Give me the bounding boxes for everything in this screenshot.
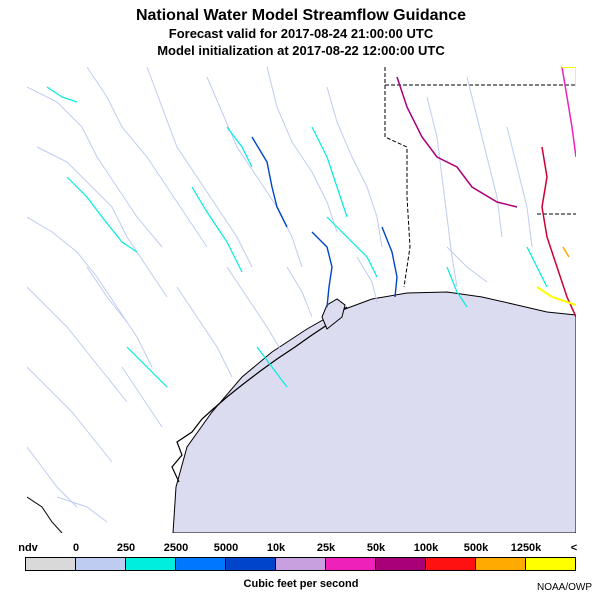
rio-grande-border xyxy=(27,496,63,533)
legend-label-1250k: 1250k xyxy=(510,542,542,554)
legend-label-500k: 500k xyxy=(463,542,489,554)
legend-label-ndv: ndv xyxy=(18,542,38,554)
legend-units: Cubic feet per second xyxy=(243,578,359,590)
legend-label-25k: 25k xyxy=(316,542,336,554)
legend-swatch xyxy=(376,558,426,570)
legend-swatch xyxy=(276,558,326,570)
legend-label-5000: 5000 xyxy=(213,542,239,554)
legend-swatch xyxy=(126,558,176,570)
rivers-yellow xyxy=(536,67,576,306)
legend-label-10k: 10k xyxy=(266,542,286,554)
legend-swatch xyxy=(26,558,76,570)
legend-swatch xyxy=(226,558,276,570)
legend-swatch xyxy=(176,558,226,570)
streamflow-map xyxy=(27,67,576,533)
state-border-tx-la xyxy=(384,67,411,288)
legend-swatch xyxy=(76,558,126,570)
gulf-of-mexico xyxy=(172,291,576,533)
legend-labels: ndv 0 250 2500 5000 10k 25k 50k 100k 500… xyxy=(0,542,602,558)
rivers-orange xyxy=(562,246,570,258)
forecast-valid-time: Forecast valid for 2017-08-24 21:00:00 U… xyxy=(168,26,434,41)
rivers-blue xyxy=(251,136,398,308)
legend-swatch xyxy=(526,558,575,570)
legend-swatch xyxy=(326,558,376,570)
legend-swatch xyxy=(426,558,476,570)
rivers-magenta xyxy=(396,67,576,318)
credit-text: NOAA/OWP xyxy=(536,582,592,593)
rivers-low-flow xyxy=(27,67,533,523)
legend-color-bar xyxy=(25,557,576,571)
map-title: National Water Model Streamflow Guidance xyxy=(135,7,467,24)
legend-label-2500: 2500 xyxy=(163,542,189,554)
legend-label-100k: 100k xyxy=(413,542,439,554)
title-block: National Water Model Streamflow Guidance… xyxy=(0,6,602,59)
map-svg xyxy=(27,67,576,533)
model-init-time: Model initialization at 2017-08-22 12:00… xyxy=(157,43,445,58)
legend-label-250: 250 xyxy=(116,542,136,554)
legend-swatch xyxy=(476,558,526,570)
coastline-bays xyxy=(171,306,348,483)
rivers-cyan xyxy=(46,86,548,388)
legend-label-max: < xyxy=(570,542,578,554)
legend-label-0: 0 xyxy=(72,542,80,554)
legend-label-50k: 50k xyxy=(366,542,386,554)
